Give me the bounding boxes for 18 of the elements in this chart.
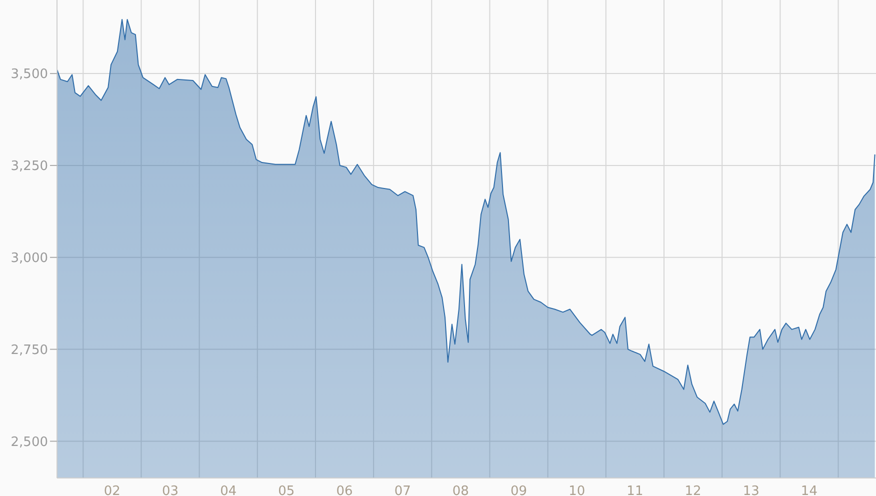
x-tick-label: 13	[742, 484, 760, 496]
x-tick-label: 12	[684, 484, 702, 496]
y-tick-label: 3,000	[10, 251, 48, 266]
x-tick-label: 06	[336, 484, 353, 496]
y-tick-label: 2,500	[10, 434, 48, 450]
x-tick-label: 02	[104, 484, 120, 496]
x-tick-label: 04	[220, 484, 237, 496]
x-tick-label: 05	[278, 484, 295, 496]
x-tick-label: 08	[452, 484, 469, 496]
y-tick-label: 3,250	[10, 159, 48, 174]
x-tick-label: 11	[626, 484, 644, 496]
x-tick-label: 14	[800, 484, 818, 496]
x-tick-label: 10	[568, 484, 586, 496]
y-tick-label: 3,500	[10, 67, 48, 82]
x-tick-label: 09	[510, 484, 528, 496]
x-tick-label: 07	[394, 484, 411, 496]
y-tick-label: 2,750	[10, 342, 48, 358]
x-tick-label: 03	[162, 484, 179, 496]
